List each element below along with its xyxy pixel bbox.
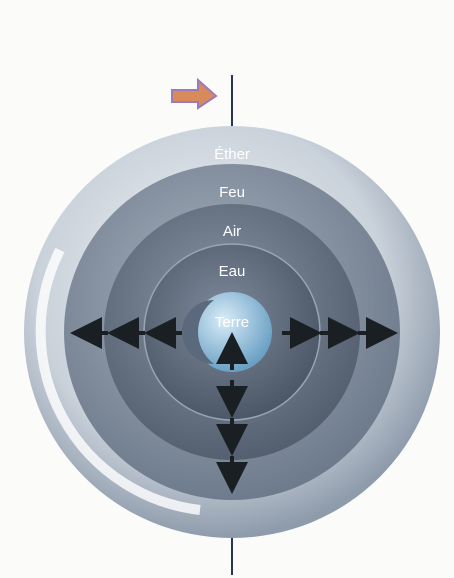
layer-label: Eau: [219, 263, 246, 280]
layer-label: Feu: [219, 184, 245, 201]
layer-label: Éther: [214, 146, 250, 163]
direction-arrow-icon: [172, 80, 216, 108]
layer-label: Air: [223, 223, 241, 240]
layer-label: Terre: [215, 314, 249, 331]
diagram: Éther Feu Air Eau Terre: [0, 0, 454, 578]
page: Éther Feu Air Eau Terre (() => { const d…: [0, 0, 454, 578]
